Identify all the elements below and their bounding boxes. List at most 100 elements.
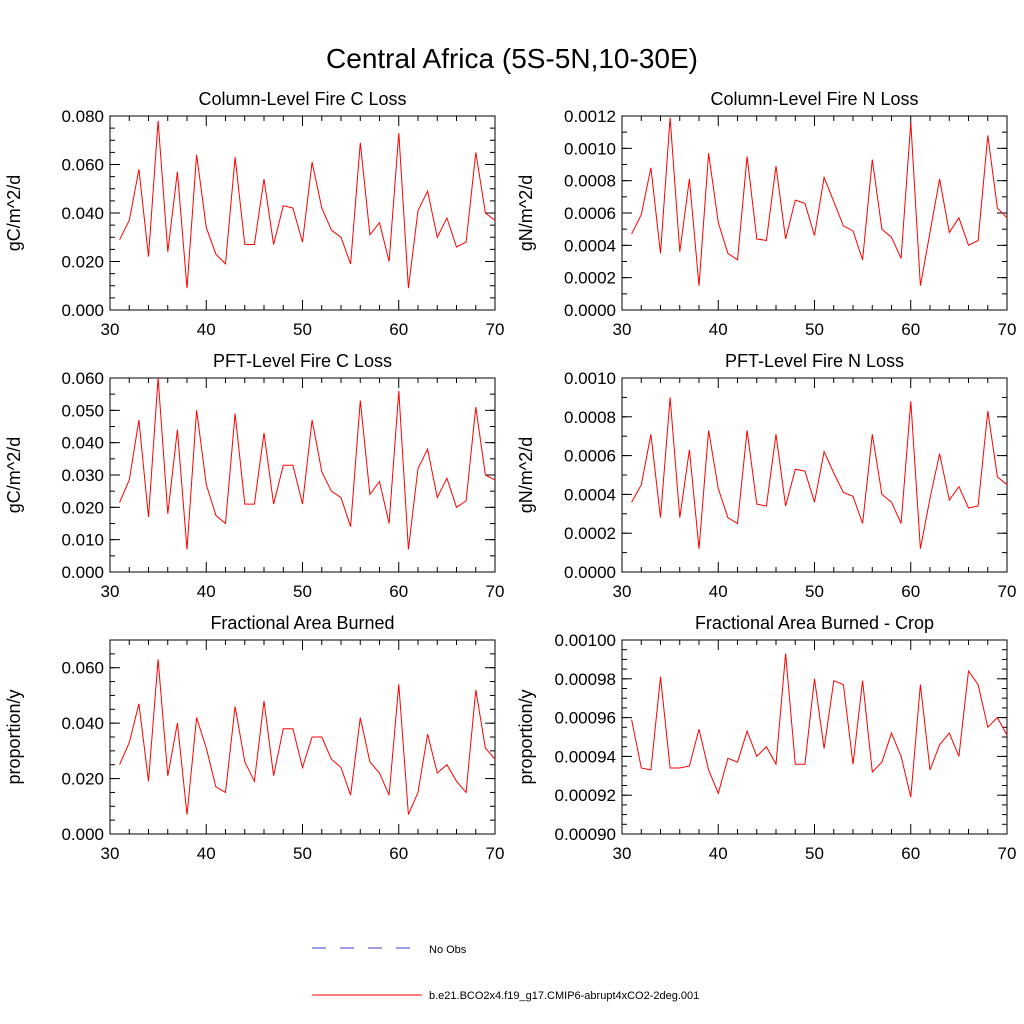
- panel-title: PFT-Level Fire N Loss: [725, 351, 904, 371]
- y-tick-label: 0.060: [61, 369, 104, 388]
- y-axis-label: proportion/y: [4, 689, 24, 784]
- panels: Column-Level Fire C Loss gC/m^2/d 0.000 0.0…: [4, 89, 1016, 863]
- y-tick-label: 0.00090: [555, 825, 616, 844]
- x-tick-label: 30: [101, 582, 120, 601]
- y-tick-label: 0.00100: [555, 631, 616, 650]
- y-tick-label: 0.0008: [564, 408, 616, 427]
- x-tick-label: 50: [805, 844, 824, 863]
- panel-title: Column-Level Fire C Loss: [198, 89, 406, 109]
- y-axis-label: gC/m^2/d: [4, 175, 24, 251]
- y-tick-label: 0.080: [61, 107, 104, 126]
- chart-panel: Fractional Area Burned proportion/y 0.000 0…: [4, 613, 504, 863]
- y-tick-label: 0.0004: [564, 236, 616, 255]
- chart-panel: Column-Level Fire N Loss gN/m^2/d 0.0000 0.…: [516, 89, 1016, 339]
- y-tick-label: 0.00096: [555, 709, 616, 728]
- y-tick-label: 0.0000: [564, 563, 616, 582]
- x-tick-label: 60: [389, 582, 408, 601]
- y-tick-label: 0.000: [61, 825, 104, 844]
- series-line: [119, 377, 496, 550]
- y-axis-label: gN/m^2/d: [516, 175, 536, 251]
- y-tick-label: 0.030: [61, 466, 104, 485]
- chart-panel: PFT-Level Fire N Loss gN/m^2/d 0.0000 0.000…: [516, 351, 1016, 601]
- plot-frame: [109, 377, 496, 573]
- y-tick-label: 0.020: [61, 770, 104, 789]
- y-tick-label: 0.0010: [564, 369, 616, 388]
- x-tick-label: 30: [613, 582, 632, 601]
- plot-frame: [621, 377, 1008, 573]
- figure-title: Central Africa (5S-5N,10-30E): [326, 43, 698, 74]
- y-tick-label: 0.00094: [555, 747, 616, 766]
- x-tick-label: 70: [998, 582, 1017, 601]
- x-tick-label: 70: [486, 844, 505, 863]
- y-tick-label: 0.020: [61, 498, 104, 517]
- plot-frame: [621, 639, 1008, 835]
- y-tick-label: 0.0004: [564, 485, 616, 504]
- plot-frame: [109, 639, 496, 835]
- chart-panel: PFT-Level Fire C Loss gC/m^2/d 0.000 0.010 0…: [4, 351, 504, 601]
- x-tick-label: 60: [389, 320, 408, 339]
- x-tick-label: 40: [709, 582, 728, 601]
- series-line: [631, 397, 1008, 549]
- chart-panel: Column-Level Fire C Loss gC/m^2/d 0.000 0.0…: [4, 89, 504, 339]
- y-axis-label: proportion/y: [516, 689, 536, 784]
- x-tick-label: 70: [486, 320, 505, 339]
- y-tick-label: 0.0012: [564, 107, 616, 126]
- x-tick-label: 40: [197, 320, 216, 339]
- x-tick-label: 70: [486, 582, 505, 601]
- y-tick-label: 0.000: [61, 301, 104, 320]
- series-line: [631, 653, 1008, 798]
- y-tick-label: 0.00092: [555, 786, 616, 805]
- panel-title: PFT-Level Fire C Loss: [213, 351, 392, 371]
- x-tick-label: 30: [613, 320, 632, 339]
- legend-obs-label: No Obs: [429, 944, 467, 956]
- y-tick-label: 0.0000: [564, 301, 616, 320]
- y-tick-label: 0.0002: [564, 269, 616, 288]
- y-tick-label: 0.0008: [564, 172, 616, 191]
- x-tick-label: 30: [101, 844, 120, 863]
- chart-panel: Fractional Area Burned - Crop proportion/…: [516, 613, 1016, 863]
- x-tick-label: 40: [709, 844, 728, 863]
- panel-title: Fractional Area Burned: [210, 613, 394, 633]
- x-tick-label: 40: [197, 582, 216, 601]
- x-tick-label: 50: [293, 844, 312, 863]
- y-tick-label: 0.0006: [564, 447, 616, 466]
- legend-model-label: b.e21.BCO2x4.f19_g17.CMIP6-abrupt4xCO2-2…: [429, 990, 699, 1002]
- panel-title: Column-Level Fire N Loss: [710, 89, 918, 109]
- x-tick-label: 30: [101, 320, 120, 339]
- y-tick-label: 0.0010: [564, 139, 616, 158]
- x-tick-label: 60: [901, 582, 920, 601]
- y-axis-label: gC/m^2/d: [4, 437, 24, 513]
- series-line: [631, 117, 1008, 286]
- y-tick-label: 0.0006: [564, 204, 616, 223]
- y-tick-label: 0.060: [61, 659, 104, 678]
- y-tick-label: 0.040: [61, 434, 104, 453]
- x-tick-label: 40: [197, 844, 216, 863]
- x-tick-label: 70: [998, 844, 1017, 863]
- x-tick-label: 30: [613, 844, 632, 863]
- plot-frame: [109, 115, 496, 311]
- x-tick-label: 60: [901, 320, 920, 339]
- plot-frame: [621, 115, 1008, 311]
- y-tick-label: 0.040: [61, 714, 104, 733]
- x-tick-label: 50: [805, 320, 824, 339]
- y-tick-label: 0.010: [61, 531, 104, 550]
- y-tick-label: 0.060: [61, 156, 104, 175]
- x-tick-label: 60: [901, 844, 920, 863]
- series-line: [119, 120, 496, 289]
- y-tick-label: 0.050: [61, 401, 104, 420]
- legend: No Obs b.e21.BCO2x4.f19_g17.CMIP6-abrupt…: [312, 944, 699, 1002]
- x-tick-label: 50: [293, 582, 312, 601]
- y-axis-label: gN/m^2/d: [516, 437, 536, 513]
- x-tick-label: 50: [805, 582, 824, 601]
- x-tick-label: 50: [293, 320, 312, 339]
- x-tick-label: 40: [709, 320, 728, 339]
- y-tick-label: 0.040: [61, 204, 104, 223]
- series-line: [119, 659, 496, 815]
- x-tick-label: 70: [998, 320, 1017, 339]
- panel-title: Fractional Area Burned - Crop: [695, 613, 934, 633]
- y-tick-label: 0.0002: [564, 524, 616, 543]
- y-tick-label: 0.00098: [555, 670, 616, 689]
- x-tick-label: 60: [389, 844, 408, 863]
- y-tick-label: 0.020: [61, 253, 104, 272]
